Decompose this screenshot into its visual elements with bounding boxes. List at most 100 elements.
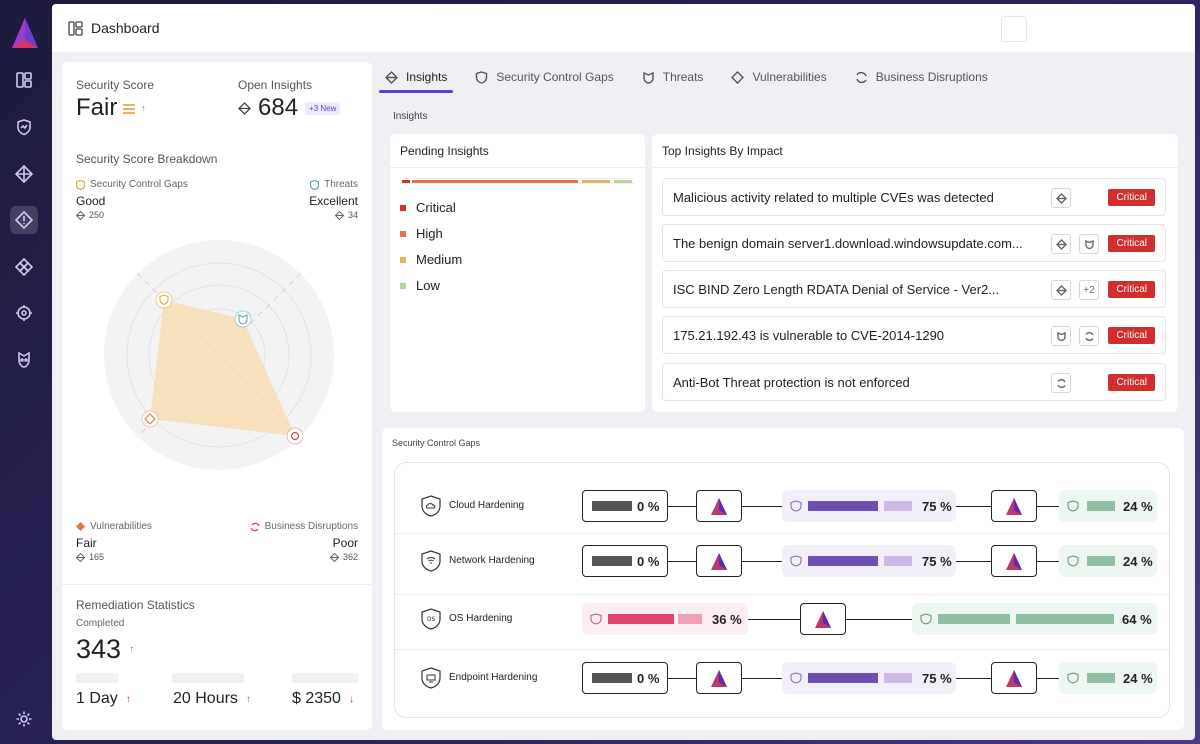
progress-bar-filled: [808, 556, 878, 566]
insights-diamond-icon[interactable]: [1051, 280, 1071, 300]
gap-progress-pill: 75 %: [782, 490, 956, 522]
gap-row-cloud[interactable]: Cloud Hardening 0 % 75 %: [395, 483, 1169, 531]
breakdown-count: 34: [347, 210, 358, 220]
insight-row[interactable]: Malicious activity related to multiple C…: [662, 178, 1166, 216]
completed-value: 343: [76, 634, 122, 664]
tab-security-control-gaps[interactable]: Security Control Gaps: [475, 66, 614, 88]
settings-gear-icon[interactable]: [10, 705, 38, 733]
legend-item: Medium: [400, 252, 462, 267]
gap-pct: 75 %: [922, 671, 952, 686]
breakdown-category: Threats: [324, 179, 358, 190]
gap-result-pill: 64 %: [912, 603, 1157, 635]
gap-pct: 36 %: [712, 612, 742, 627]
nav-alien-icon[interactable]: [10, 346, 38, 374]
threats-node-icon[interactable]: [234, 310, 252, 328]
skeleton-bar: [292, 673, 358, 683]
tab-insights[interactable]: Insights: [378, 66, 454, 93]
trend-up-icon: ↑: [125, 693, 131, 705]
insight-row[interactable]: ISC BIND Zero Length RDATA Denial of Ser…: [662, 270, 1166, 308]
gap-result-pill: 24 %: [1059, 662, 1157, 694]
breakdown-count: 250: [89, 210, 105, 220]
gaps-node-icon[interactable]: [155, 291, 173, 309]
gap-pct: 24 %: [1123, 671, 1153, 686]
pending-distribution-bar: [400, 178, 634, 184]
stat-cost: $ 2350: [292, 690, 341, 707]
new-badge: +3 New: [305, 101, 341, 115]
disruption-icon[interactable]: [1079, 326, 1099, 346]
pending-insights-card: Pending Insights Critical High Medium Lo…: [390, 134, 645, 412]
gap-pct: 0 %: [637, 670, 660, 686]
main-area: Dashboard Security Score Fair ↑ Open Ins…: [52, 4, 1195, 740]
disruptions-node-icon[interactable]: [286, 427, 304, 445]
critical-segment: [402, 180, 410, 183]
nav-target-icon[interactable]: [10, 299, 38, 327]
insights-diamond-icon[interactable]: [1051, 234, 1071, 254]
prism-node-icon[interactable]: [696, 490, 742, 522]
gap-result-pill: 24 %: [1059, 545, 1157, 577]
tab-label: Vulnerabilities: [752, 70, 827, 84]
disruption-icon[interactable]: [1051, 373, 1071, 393]
alien-icon[interactable]: [1051, 326, 1071, 346]
gap-name: Cloud Hardening: [449, 500, 525, 511]
insights-diamond-icon[interactable]: [1051, 188, 1071, 208]
endpoint-shield-icon: [421, 667, 441, 689]
nav-shield-icon[interactable]: [10, 113, 38, 141]
topbar-action-button[interactable]: [1001, 16, 1027, 42]
gap-row-endpoint[interactable]: Endpoint Hardening 0 % 75 %: [395, 655, 1169, 703]
divider: [62, 584, 372, 585]
vulnerabilities-node-icon[interactable]: [141, 410, 159, 428]
tab-bar: Insights Security Control Gaps Threats V…: [378, 66, 988, 93]
tab-business-disruptions[interactable]: Business Disruptions: [855, 66, 988, 88]
score-level-icon: [123, 103, 136, 114]
insight-text: Malicious activity related to multiple C…: [673, 189, 994, 205]
open-insights-value: 684: [258, 94, 299, 121]
insight-row[interactable]: Anti-Bot Threat protection is not enforc…: [662, 363, 1166, 401]
nav-dashboard-icon[interactable]: [10, 66, 38, 94]
progress-bar-filled: [808, 501, 878, 511]
high-segment: [412, 180, 578, 183]
prism-node-icon[interactable]: [991, 545, 1037, 577]
security-score-panel: Security Score Fair ↑ Open Insights 684 …: [62, 62, 372, 730]
nav-integrations-icon[interactable]: [10, 253, 38, 281]
gap-pct: 24 %: [1123, 499, 1153, 514]
trend-up-icon: ↑: [245, 693, 251, 705]
skeleton-bar: [76, 673, 118, 683]
nav-threats-icon[interactable]: [10, 160, 38, 188]
breakdown-category: Business Disruptions: [264, 521, 358, 532]
stat-day: 1 Day: [76, 690, 118, 707]
breakdown-category: Vulnerabilities: [90, 521, 152, 532]
critical-badge: Critical: [1108, 281, 1155, 298]
security-score-label: Security Score: [76, 78, 155, 92]
insights-section-title: Insights: [393, 111, 428, 122]
critical-badge: Critical: [1108, 235, 1155, 252]
alien-icon[interactable]: [1079, 234, 1099, 254]
shield-icon: [76, 179, 85, 190]
prism-node-icon[interactable]: [696, 662, 742, 694]
tab-label: Threats: [662, 70, 704, 84]
progress-bar-rest: [884, 556, 912, 566]
insights-diamond-icon: [329, 552, 339, 562]
nav-insights-icon[interactable]: [10, 206, 38, 234]
tab-threats[interactable]: Threats: [642, 66, 704, 88]
open-insights-label: Open Insights: [238, 78, 313, 92]
os-shield-icon: OS: [421, 608, 441, 630]
tab-vulnerabilities[interactable]: Vulnerabilities: [731, 66, 827, 88]
insights-diamond-icon: [238, 101, 251, 115]
pending-legend: Critical High Medium Low: [400, 200, 462, 304]
legend-item: Low: [400, 278, 462, 293]
gap-row-os[interactable]: OS OS Hardening 36 % 64 %: [395, 596, 1169, 644]
breakdown-rating: Poor: [332, 536, 358, 550]
skeleton-bar: [172, 673, 244, 683]
insight-row[interactable]: 175.21.192.43 is vulnerable to CVE-2014-…: [662, 316, 1166, 354]
prism-node-icon[interactable]: [696, 545, 742, 577]
prism-node-icon[interactable]: [800, 603, 846, 635]
logo-icon[interactable]: [12, 18, 38, 48]
gap-row-network[interactable]: Network Hardening 0 % 75 %: [395, 538, 1169, 586]
more-count-badge[interactable]: +2: [1079, 280, 1099, 300]
prism-node-icon[interactable]: [991, 662, 1037, 694]
insight-row[interactable]: The benign domain server1.download.windo…: [662, 224, 1166, 262]
gap-pct: 75 %: [922, 554, 952, 569]
prism-node-icon[interactable]: [991, 490, 1037, 522]
remediation-title: Remediation Statistics: [76, 598, 195, 612]
shield-icon: [476, 70, 488, 84]
